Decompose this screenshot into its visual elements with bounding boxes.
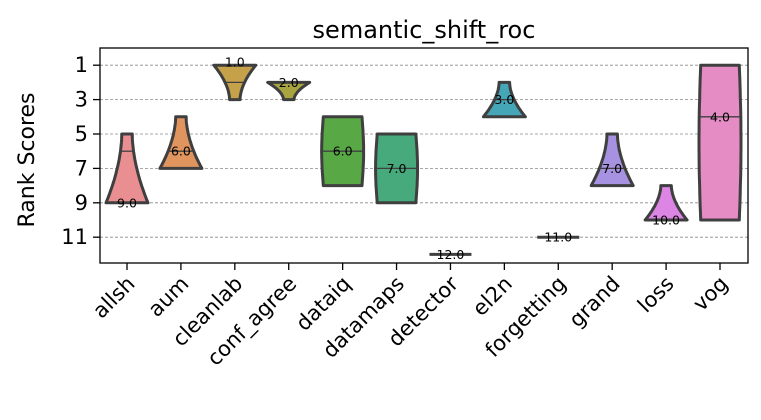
median-label-dataiq: 6.0 <box>333 144 353 159</box>
median-label-forgetting: 11.0 <box>544 230 572 245</box>
x-tick-label-vog: vog <box>688 272 732 316</box>
grid-lines <box>100 64 748 238</box>
x-tick-label-allsh: allsh <box>88 272 139 323</box>
median-label-detector: 12.0 <box>437 247 465 262</box>
median-label-allsh: 9.0 <box>117 195 137 210</box>
y-tick-label: 7 <box>75 156 88 180</box>
violin-allsh <box>104 132 150 205</box>
median-label-loss: 10.0 <box>652 213 680 228</box>
median-label-grand: 7.0 <box>602 161 622 176</box>
violin-conf_agree <box>266 80 312 102</box>
x-tick-label-loss: loss <box>633 272 679 318</box>
y-tick-labels: 1 3 5 7 9 11 <box>61 53 88 249</box>
plot-frame <box>99 47 749 264</box>
x-tick-label-el2n: el2n <box>468 272 517 321</box>
median-labels: 9.0 6.0 1.0 2.0 6.0 7.0 12.0 3.0 11.0 7.0 10.0 4.0 <box>117 54 730 262</box>
median-label-vog: 4.0 <box>710 109 730 124</box>
median-label-conf_agree: 2.0 <box>279 75 299 90</box>
axes <box>93 47 749 270</box>
x-tick-labels: allsh aumcleanlabconf_agreedataiqdatamaps… <box>88 271 732 371</box>
x-tick-label-grand: grand <box>564 272 624 332</box>
y-axis-label: Rank Scores <box>15 92 40 227</box>
median-label-datamaps: 7.0 <box>387 161 407 176</box>
violin-aum <box>158 115 204 170</box>
median-label-cleanlab: 1.0 <box>225 54 245 69</box>
median-label-el2n: 3.0 <box>494 92 514 107</box>
y-tick-label: 1 <box>75 53 88 77</box>
chart-title: semantic_shift_roc <box>313 16 536 44</box>
violins <box>104 63 743 256</box>
y-tick-label: 3 <box>75 88 88 112</box>
y-tick-label: 5 <box>75 122 88 146</box>
violin-vog <box>697 63 743 222</box>
x-tick-label-aum: aum <box>143 272 193 322</box>
violin-grand <box>589 132 635 188</box>
y-tick-label: 11 <box>61 225 88 249</box>
y-tick-label: 9 <box>75 191 88 215</box>
median-label-aum: 6.0 <box>171 144 191 159</box>
